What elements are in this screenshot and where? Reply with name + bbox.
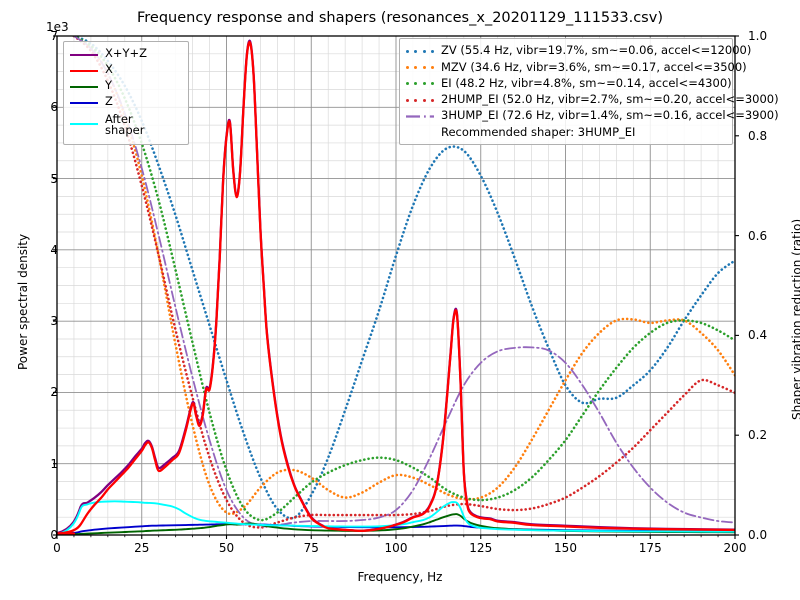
legend-item-y: Y [70,78,182,94]
y-tick-label-right: 0.0 [748,528,768,542]
legend-swatch-dotted-icon [406,46,434,57]
legend-swatch-dotted-icon [406,95,434,106]
y-tick-label-left: 1 [50,456,58,471]
y-axis-label-left: Power spectral density [16,233,30,370]
x-tick-label: 75 [303,541,319,555]
legend-label: ZV (55.4 Hz, vibr=19.7%, sm~=0.06, accel… [441,43,752,58]
recommended-shaper-note: Recommended shaper: 3HUMP_EI [406,124,726,140]
legend-axes: X+Y+Z X Y Z After shaper [63,41,189,145]
x-tick-label: 0 [53,541,61,555]
legend-label: X [105,62,113,77]
legend-label: Y [105,78,113,93]
legend-item-ei: EI (48.2 Hz, vibr=4.8%, sm~=0.14, accel<… [406,76,732,92]
y-tick-label-left: 0 [50,528,58,542]
y-tick-label-left: 4 [50,242,58,257]
legend-item-zv: ZV (55.4 Hz, vibr=19.7%, sm~=0.06, accel… [406,43,751,59]
x-tick-label: 50 [218,541,235,555]
y-axis-label-right: Shaper vibration reduction (ratio) [790,218,800,420]
x-tick-label: 100 [384,541,408,555]
legend-item-x-y-z: X+Y+Z [70,46,182,62]
y-tick-label-right: 0.8 [748,128,768,143]
legend-swatch-line-icon [70,65,98,76]
y-tick-label-left: 2 [50,385,58,400]
legend-label: After shaper [105,111,145,137]
legend-label: Z [105,94,113,109]
legend-item-z: Z [70,94,182,110]
legend-swatch-line-icon [70,120,98,131]
legend-swatch-dashdot-icon [406,111,434,122]
y-tick-label-right: 0.2 [748,428,768,443]
legend-label: 2HUMP_EI (52.0 Hz, vibr=2.7%, sm~=0.20, … [441,92,779,107]
legend-label-line2: shaper [105,123,145,137]
x-tick-label: 150 [554,541,577,555]
x-tick-label: 175 [638,541,662,555]
legend-swatch-dotted-icon [406,62,434,73]
legend-label: X+Y+Z [105,46,148,61]
y-tick-label-left: 7 [50,29,58,43]
y-tick-label-right: 1.0 [748,29,768,43]
legend-swatch-line-icon [70,81,98,92]
legend-label: EI (48.2 Hz, vibr=4.8%, sm~=0.14, accel<… [441,75,732,90]
y-tick-label-right: 0.6 [748,228,768,243]
x-tick-label: 125 [469,541,493,555]
y-tick-label-left: 5 [50,171,58,186]
axes-frame [53,35,739,539]
legend-item-after: After shaper [70,110,182,140]
data-series-layer [57,36,735,535]
legend-swatch-dotted-icon [406,78,434,89]
chart-title: Frequency response and shapers (resonanc… [137,10,663,26]
x-tick-label: 25 [134,541,150,555]
x-tick-label: 200 [723,541,747,555]
legend-swatch-line-icon [70,97,98,108]
x-axis-label: Frequency, Hz [357,570,443,584]
y-tick-label-right: 0.4 [748,328,768,343]
legend-swatch-line-icon [70,49,98,60]
y-axis-exponent-label: 1e3 [46,20,69,34]
legend-label: 3HUMP_EI (72.6 Hz, vibr=1.4%, sm~=0.16, … [441,108,779,123]
y-tick-label-left: 3 [50,314,58,329]
legend-item-x: X [70,62,182,78]
recommended-shaper-label: Recommended shaper: 3HUMP_EI [441,124,636,139]
legend-item-mzv: MZV (34.6 Hz, vibr=3.6%, sm~=0.17, accel… [406,59,747,75]
legend-item-3hump_ei: 3HUMP_EI (72.6 Hz, vibr=1.4%, sm~=0.16, … [406,108,779,124]
legend-label: MZV (34.6 Hz, vibr=3.6%, sm~=0.17, accel… [441,59,747,74]
legend-item-2hump_ei: 2HUMP_EI (52.0 Hz, vibr=2.7%, sm~=0.20, … [406,92,779,108]
y-tick-label-left: 6 [50,100,58,115]
legend-shapers: ZV (55.4 Hz, vibr=19.7%, sm~=0.06, accel… [399,38,779,146]
